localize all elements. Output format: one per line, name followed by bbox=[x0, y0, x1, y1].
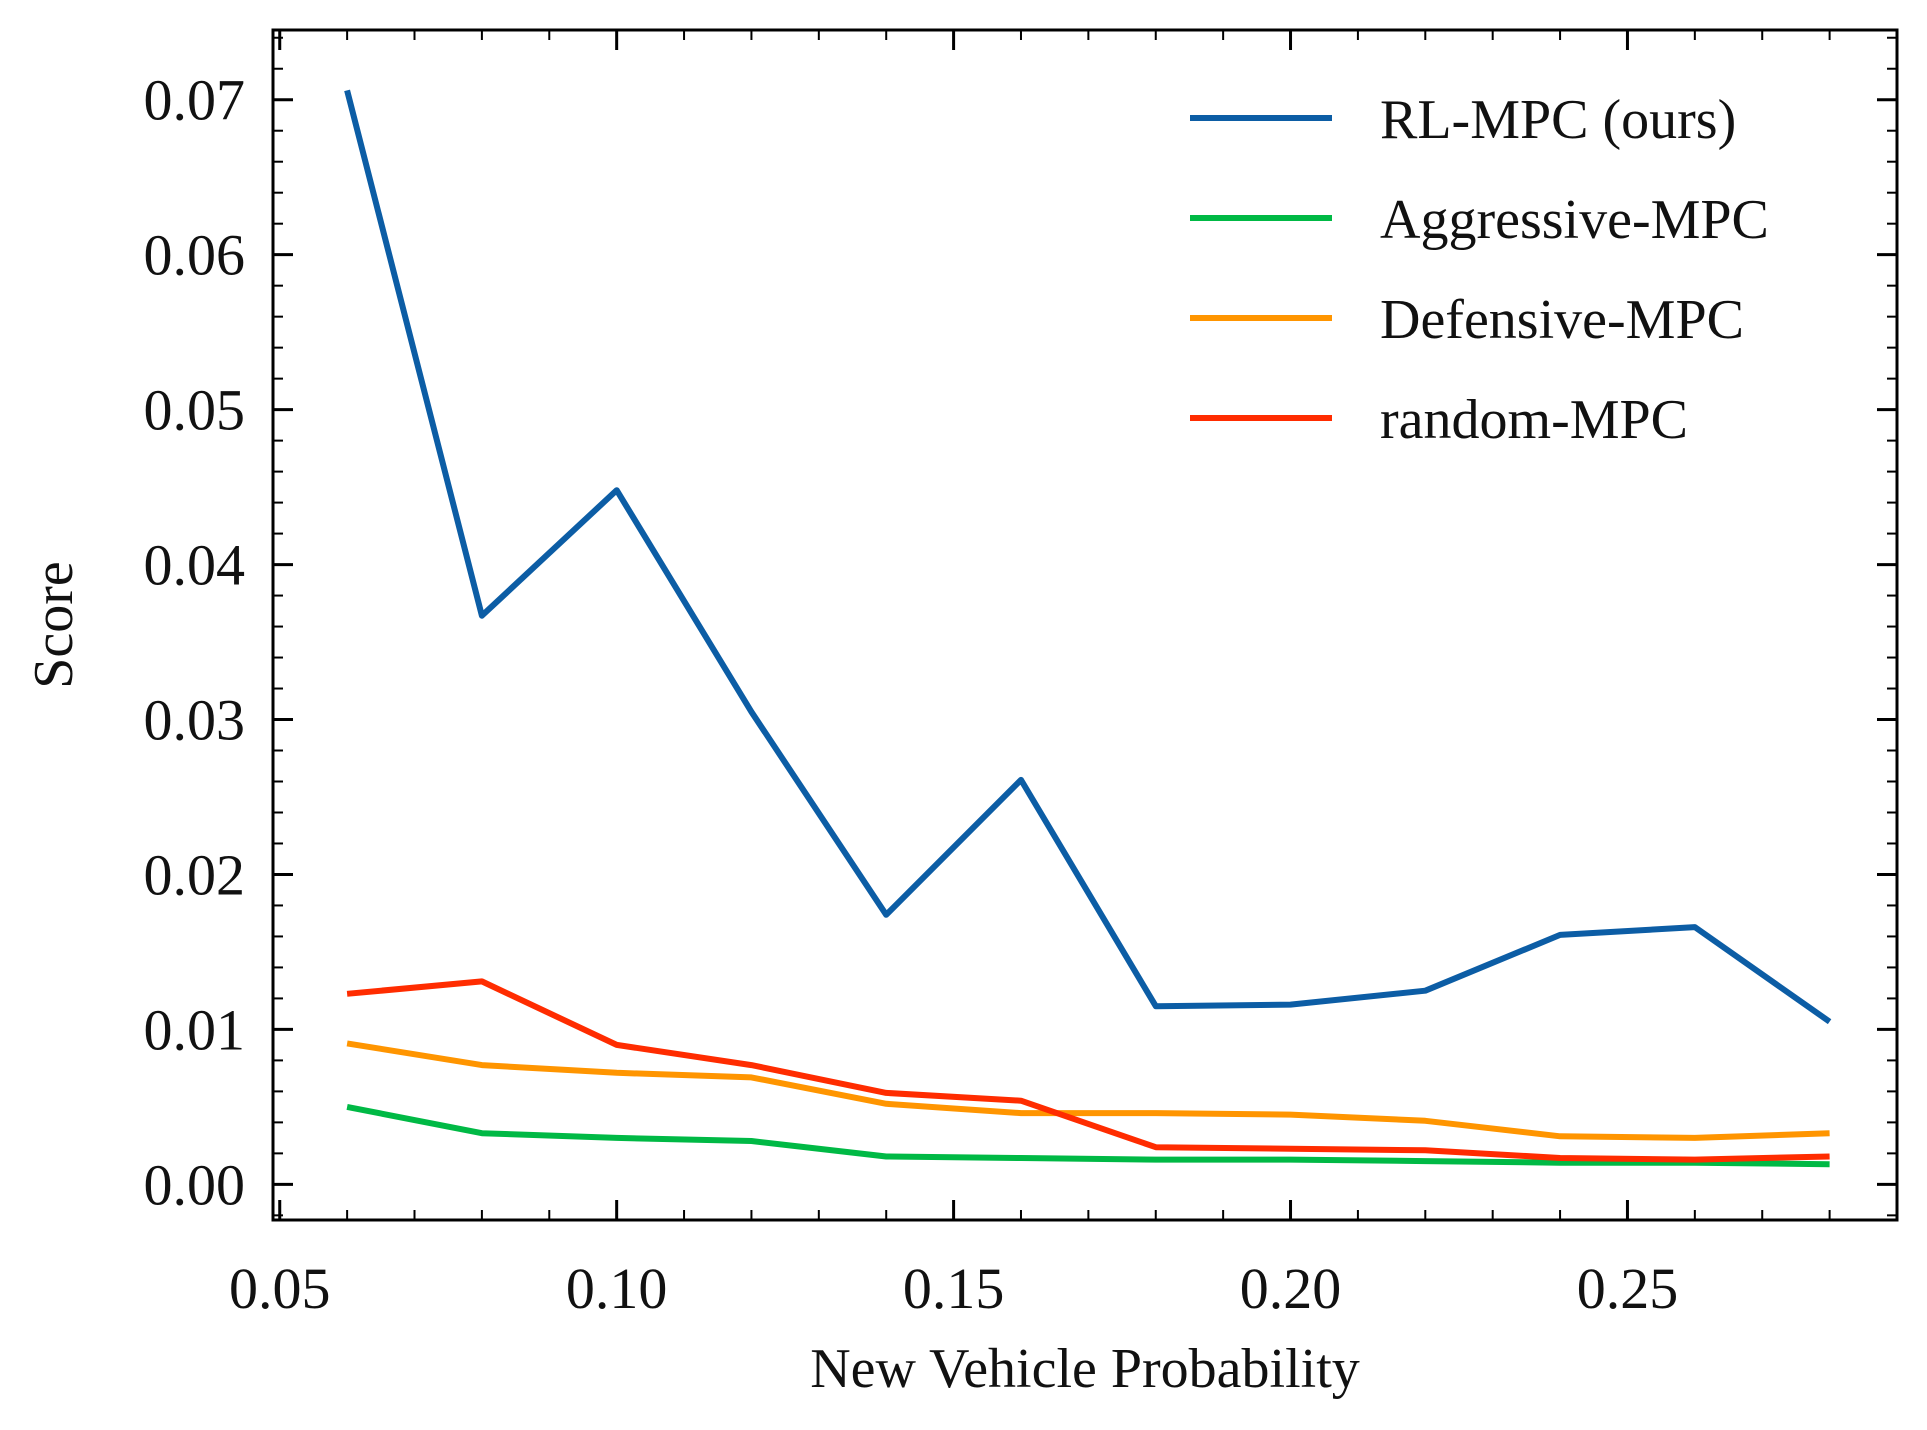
y-tick-label: 0.00 bbox=[144, 1152, 246, 1217]
y-tick-label: 0.05 bbox=[144, 378, 246, 443]
y-tick-label: 0.02 bbox=[144, 842, 246, 907]
x-tick-label: 0.20 bbox=[1240, 1256, 1342, 1321]
x-tick-labels: 0.05 0.10 0.15 0.20 0.25 bbox=[229, 1256, 1678, 1321]
y-tick-label: 0.06 bbox=[144, 223, 246, 288]
y-tick-label: 0.01 bbox=[144, 997, 246, 1062]
x-tick-label: 0.10 bbox=[566, 1256, 668, 1321]
legend-label-defensive-mpc: Defensive-MPC bbox=[1380, 289, 1744, 351]
legend-label-random-mpc: random-MPC bbox=[1380, 389, 1688, 451]
series-line-random-mpc bbox=[346, 978, 1830, 1163]
legend: RL-MPC (ours) Aggressive-MPC Defensive-M… bbox=[1190, 89, 1769, 451]
legend-label-aggressive-mpc: Aggressive-MPC bbox=[1380, 189, 1769, 251]
series-line-rl-mpc-ours bbox=[344, 89, 1832, 1025]
y-axis-label: Score bbox=[23, 561, 85, 689]
x-tick-label: 0.25 bbox=[1577, 1256, 1679, 1321]
x-axis-label: New Vehicle Probability bbox=[810, 1338, 1360, 1400]
series-line-defensive-mpc bbox=[346, 1040, 1830, 1141]
x-tick-label: 0.05 bbox=[229, 1256, 331, 1321]
y-tick-label: 0.04 bbox=[144, 533, 246, 598]
y-tick-labels: 0.00 0.01 0.02 0.03 0.04 0.05 0.06 0.07 bbox=[144, 68, 246, 1218]
series-lines bbox=[344, 89, 1832, 1168]
plot-frame bbox=[271, 28, 1899, 1222]
tick-marks bbox=[273, 30, 1898, 1220]
x-tick-label: 0.15 bbox=[903, 1256, 1005, 1321]
y-tick-label: 0.07 bbox=[144, 68, 246, 133]
legend-label-rl-mpc: RL-MPC (ours) bbox=[1380, 89, 1736, 151]
series-line-aggressive-mpc bbox=[346, 1103, 1830, 1168]
y-tick-label: 0.03 bbox=[144, 688, 246, 753]
